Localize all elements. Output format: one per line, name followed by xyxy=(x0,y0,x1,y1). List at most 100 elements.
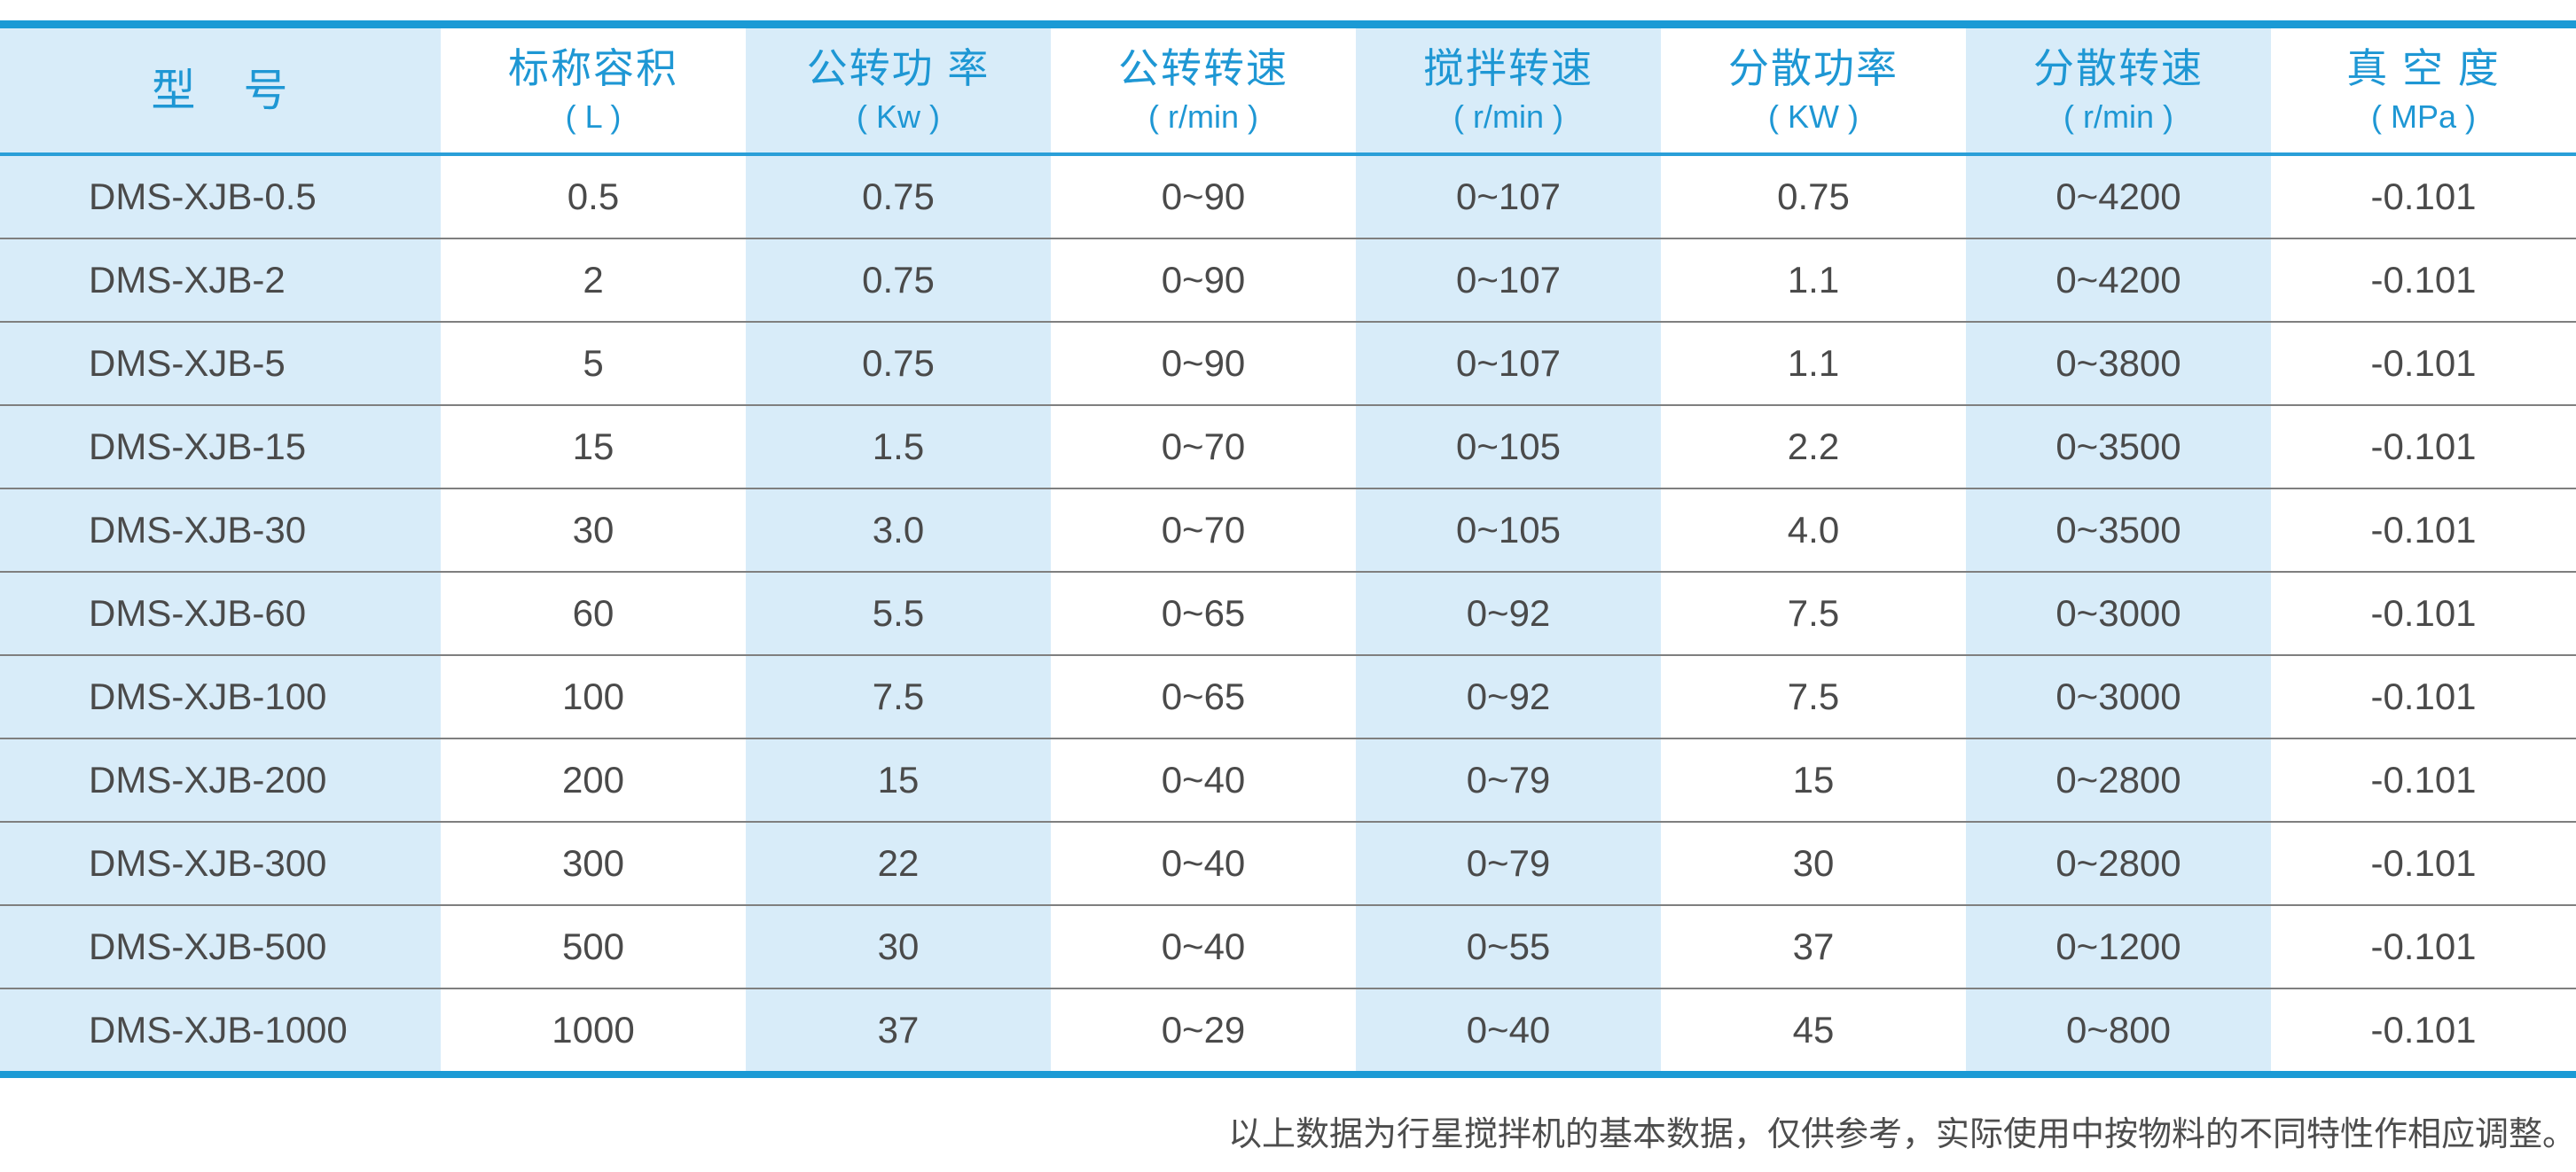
column-unit: ( KW ) xyxy=(1768,98,1859,136)
header-cell: 搅拌转速 ( r/min ) xyxy=(1356,28,1661,152)
value-cell: 0~70 xyxy=(1051,406,1356,488)
model-cell: DMS-XJB-2 xyxy=(0,239,441,321)
mixer-spec-table: 型 号标称容积( L ) 公转功 率( Kw ) 公转转速( r/min ) 搅拌转速… xyxy=(0,20,2576,1078)
value-cell: 0~105 xyxy=(1356,406,1661,488)
value-cell: 30 xyxy=(1661,823,1966,904)
value-cell: 0~65 xyxy=(1051,656,1356,738)
value-cell: -0.101 xyxy=(2271,239,2576,321)
value-cell: 0~40 xyxy=(1051,906,1356,988)
value-cell: 7.5 xyxy=(746,656,1051,738)
value-cell: 37 xyxy=(1661,906,1966,988)
value-cell: 0~107 xyxy=(1356,239,1661,321)
value-cell: 15 xyxy=(746,739,1051,821)
model-cell: DMS-XJB-500 xyxy=(0,906,441,988)
value-cell: 0~107 xyxy=(1356,323,1661,404)
value-cell: 0~105 xyxy=(1356,489,1661,571)
value-cell: 0~55 xyxy=(1356,906,1661,988)
table-row: DMS-XJB-15 15 1.5 0~70 0~105 2.2 0~3500 -0.101 xyxy=(0,404,2576,488)
value-cell: 0~4200 xyxy=(1966,239,2271,321)
value-cell: -0.101 xyxy=(2271,823,2576,904)
value-cell: 0~40 xyxy=(1356,989,1661,1071)
value-cell: 0~4200 xyxy=(1966,156,2271,238)
value-cell: 0~92 xyxy=(1356,656,1661,738)
value-cell: 0~65 xyxy=(1051,573,1356,654)
value-cell: -0.101 xyxy=(2271,906,2576,988)
value-cell: 0~40 xyxy=(1051,823,1356,904)
column-unit: ( MPa ) xyxy=(2370,98,2476,136)
value-cell: 15 xyxy=(441,406,746,488)
value-cell: 0.75 xyxy=(1661,156,1966,238)
value-cell: 0~90 xyxy=(1051,239,1356,321)
value-cell: 0~90 xyxy=(1051,156,1356,238)
table-body: DMS-XJB-0.5 0.5 0.75 0~90 0~107 0.75 0~4200 -0.… xyxy=(0,156,2576,1071)
column-title: 分散转速 xyxy=(2033,44,2204,91)
value-cell: 0~107 xyxy=(1356,156,1661,238)
table-footnote: 以上数据为行星搅拌机的基本数据，仅供参考，实际使用中按物料的不同特性作相应调整。 xyxy=(1227,1116,2576,1153)
model-cell: DMS-XJB-1000 xyxy=(0,989,441,1071)
column-title: 搅拌转速 xyxy=(1423,44,1593,91)
value-cell: 0~800 xyxy=(1966,989,2271,1071)
model-cell: DMS-XJB-60 xyxy=(0,573,441,654)
header-cell: 真 空 度 ( MPa ) xyxy=(2271,28,2576,152)
value-cell: 0~3500 xyxy=(1966,406,2271,488)
header-cell: 分散转速 ( r/min ) xyxy=(1966,28,2271,152)
value-cell: 0~1200 xyxy=(1966,906,2271,988)
value-cell: 0~3500 xyxy=(1966,489,2271,571)
value-cell: 0~29 xyxy=(1051,989,1356,1071)
value-cell: 22 xyxy=(746,823,1051,904)
header-cell: 标称容积 ( L ) xyxy=(441,28,746,152)
value-cell: 0~3800 xyxy=(1966,323,2271,404)
column-unit: ( Kw ) xyxy=(857,98,940,136)
value-cell: 60 xyxy=(441,573,746,654)
table-row: DMS-XJB-200 200 15 0~40 0~79 15 0~2800 -0.101 xyxy=(0,738,2576,821)
value-cell: 2.2 xyxy=(1661,406,1966,488)
header-cell: 公转功 率 ( Kw ) xyxy=(746,28,1051,152)
value-cell: -0.101 xyxy=(2271,323,2576,404)
value-cell: 300 xyxy=(441,823,746,904)
value-cell: 0~92 xyxy=(1356,573,1661,654)
model-cell: DMS-XJB-0.5 xyxy=(0,156,441,238)
value-cell: 1000 xyxy=(441,989,746,1071)
value-cell: -0.101 xyxy=(2271,406,2576,488)
value-cell: 1.1 xyxy=(1661,323,1966,404)
model-cell: DMS-XJB-15 xyxy=(0,406,441,488)
value-cell: 0~3000 xyxy=(1966,573,2271,654)
model-cell: DMS-XJB-100 xyxy=(0,656,441,738)
table-row: DMS-XJB-0.5 0.5 0.75 0~90 0~107 0.75 0~4200 -0.… xyxy=(0,156,2576,238)
table-row: DMS-XJB-60 60 5.5 0~65 0~92 7.5 0~3000 -0.101 xyxy=(0,571,2576,654)
value-cell: 0~2800 xyxy=(1966,823,2271,904)
table-row: DMS-XJB-500 500 30 0~40 0~55 37 0~1200 -0.101 xyxy=(0,904,2576,988)
value-cell: 30 xyxy=(441,489,746,571)
value-cell: 0~40 xyxy=(1051,739,1356,821)
value-cell: 0~79 xyxy=(1356,739,1661,821)
table-row: DMS-XJB-300 300 22 0~40 0~79 30 0~2800 -0.101 xyxy=(0,821,2576,904)
value-cell: -0.101 xyxy=(2271,489,2576,571)
model-cell: DMS-XJB-200 xyxy=(0,739,441,821)
column-title: 型 号 xyxy=(151,66,290,115)
value-cell: 0~90 xyxy=(1051,323,1356,404)
table-header-row: 型 号标称容积( L ) 公转功 率( Kw ) 公转转速( r/min ) 搅拌转速… xyxy=(0,28,2576,156)
value-cell: -0.101 xyxy=(2271,573,2576,654)
value-cell: 100 xyxy=(441,656,746,738)
value-cell: 5 xyxy=(441,323,746,404)
value-cell: 37 xyxy=(746,989,1051,1071)
table-row: DMS-XJB-2 2 0.75 0~90 0~107 1.1 0~4200 -0.101 xyxy=(0,238,2576,321)
value-cell: 0.75 xyxy=(746,156,1051,238)
value-cell: 0~2800 xyxy=(1966,739,2271,821)
value-cell: -0.101 xyxy=(2271,156,2576,238)
value-cell: 4.0 xyxy=(1661,489,1966,571)
column-unit: ( r/min ) xyxy=(2063,98,2173,136)
column-title: 公转功 率 xyxy=(806,44,990,91)
model-cell: DMS-XJB-30 xyxy=(0,489,441,571)
value-cell: -0.101 xyxy=(2271,656,2576,738)
model-cell: DMS-XJB-300 xyxy=(0,823,441,904)
column-title: 分散功率 xyxy=(1728,44,1899,91)
column-unit: ( r/min ) xyxy=(1453,98,1563,136)
value-cell: -0.101 xyxy=(2271,989,2576,1071)
column-unit: ( r/min ) xyxy=(1148,98,1258,136)
value-cell: 0~79 xyxy=(1356,823,1661,904)
column-title: 公转转速 xyxy=(1118,44,1288,91)
value-cell: 15 xyxy=(1661,739,1966,821)
column-title: 标称容积 xyxy=(508,44,678,91)
value-cell: 500 xyxy=(441,906,746,988)
